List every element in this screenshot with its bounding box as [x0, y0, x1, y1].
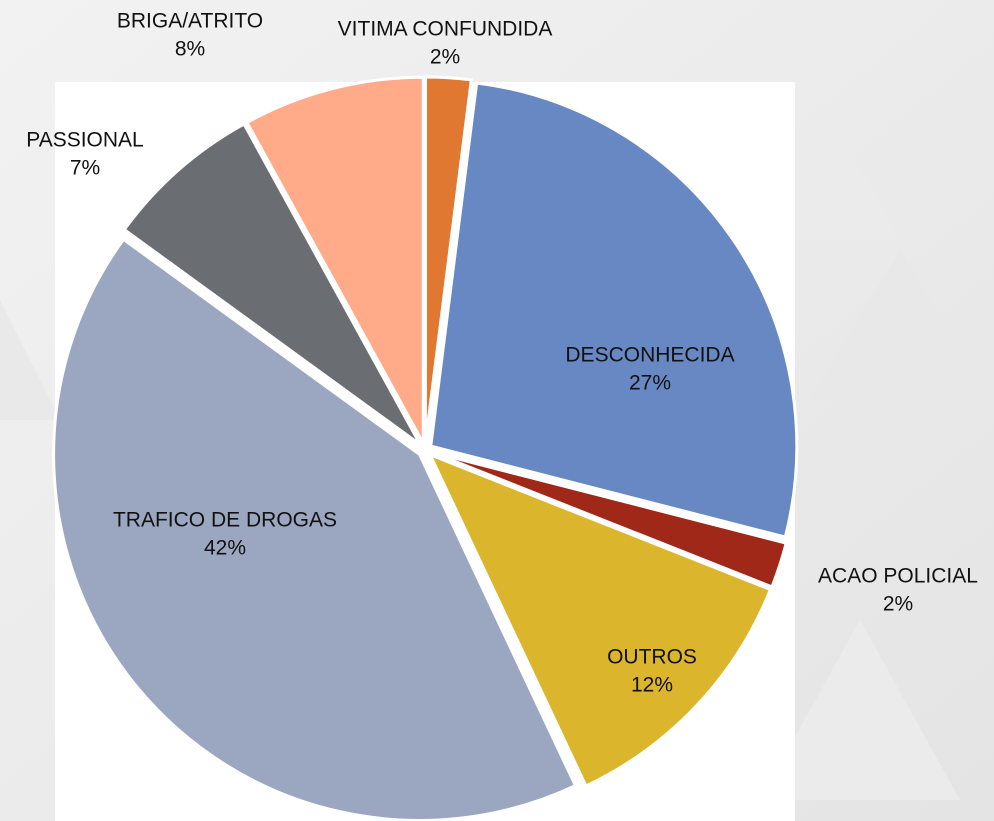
pie-slice — [52, 237, 578, 821]
slice-value-label: 7% — [70, 157, 100, 180]
slice-label: ACAO POLICIAL — [818, 565, 978, 588]
slice-value-label: 2% — [430, 46, 460, 69]
pie-slice — [244, 75, 425, 444]
bg-triangle — [760, 620, 960, 800]
slice-value-label: 12% — [631, 674, 673, 697]
slice-value-label: 2% — [883, 593, 913, 616]
pie-slice — [427, 452, 773, 788]
labels: VITIMA CONFUNDIDA 2% DESCONHECIDA 27% ACAO P… — [26, 10, 978, 697]
slice-value-label: 8% — [175, 38, 205, 61]
slice-label: TRAFICO DE DROGAS — [113, 509, 337, 532]
slice-label: OUTROS — [607, 646, 697, 669]
slices — [52, 75, 799, 821]
slice-label: BRIGA/ATRITO — [117, 10, 263, 33]
pie-slice — [122, 121, 422, 446]
pie-slice — [429, 81, 799, 539]
slice-value-label: 27% — [629, 372, 671, 395]
slice-value-label: 42% — [204, 537, 246, 560]
pie-slice — [431, 450, 788, 589]
pie-slice — [423, 75, 473, 444]
bg-triangle — [810, 250, 990, 400]
bg-triangle — [0, 300, 60, 420]
slice-label: DESCONHECIDA — [565, 344, 734, 367]
slice-label: PASSIONAL — [26, 129, 144, 152]
slice-label: VITIMA CONFUNDIDA — [338, 18, 553, 41]
